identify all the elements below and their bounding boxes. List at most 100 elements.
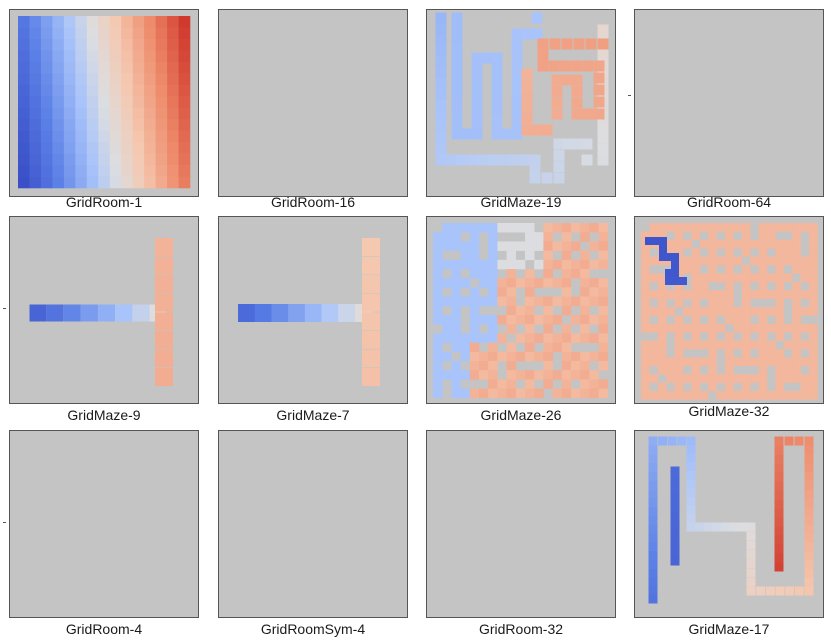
grid-cell <box>63 38 76 51</box>
path-cell <box>670 520 680 530</box>
path-cell <box>674 323 684 333</box>
path-cell <box>758 315 768 325</box>
grid-cell <box>86 84 99 97</box>
grid-cell <box>40 84 53 97</box>
path-cell <box>785 586 795 596</box>
path-cell <box>598 287 609 297</box>
path-cell <box>506 379 517 389</box>
path-cell <box>746 559 756 569</box>
path-cell <box>469 241 480 251</box>
path-cell <box>670 547 680 557</box>
grid-cell <box>167 96 179 109</box>
grid-cell <box>121 73 133 86</box>
grid-cell <box>109 165 122 177</box>
path-cell <box>725 290 734 299</box>
path-cell <box>460 241 471 251</box>
path-cell <box>561 324 572 334</box>
grid-cell <box>98 130 111 143</box>
path-cell <box>792 223 801 232</box>
path-cell <box>506 351 517 362</box>
path-cell <box>598 351 609 362</box>
path-cell <box>497 223 507 233</box>
path-cell <box>649 323 659 333</box>
path-cell <box>525 223 535 233</box>
path-cell <box>451 333 461 343</box>
path-cell <box>451 23 463 35</box>
path-cell <box>571 97 583 109</box>
grid-cell <box>86 38 99 51</box>
path-cell <box>597 38 609 50</box>
path-cell <box>561 241 572 251</box>
path-cell <box>445 154 457 166</box>
path-cell <box>479 296 489 307</box>
path-cell <box>488 269 498 279</box>
path-cell <box>543 379 553 389</box>
path-cell <box>657 340 667 350</box>
path-cell <box>597 78 609 90</box>
path-cell <box>767 290 776 299</box>
path-cell <box>552 259 563 270</box>
path-cell <box>741 323 751 333</box>
path-cell <box>497 388 507 399</box>
grid-cell <box>63 142 76 154</box>
path-cell <box>758 323 768 333</box>
path-cell <box>725 307 734 316</box>
path-cell <box>725 281 734 291</box>
path-cell <box>741 382 751 392</box>
path-cell <box>775 357 785 367</box>
path-cell <box>506 370 517 380</box>
path-cell <box>641 349 650 358</box>
path-cell <box>561 370 572 380</box>
path-cell <box>488 287 498 297</box>
grid-cell <box>29 73 42 86</box>
path-cell <box>451 96 463 108</box>
path-cell <box>543 278 553 288</box>
grid-cell <box>63 73 76 86</box>
path-cell <box>800 273 810 283</box>
path-cell <box>561 278 572 288</box>
path-cell <box>511 95 523 107</box>
path-cell <box>657 391 667 400</box>
path-cell <box>674 239 684 249</box>
grid-cell <box>40 107 53 120</box>
path-cell <box>488 361 498 371</box>
path-cell <box>497 259 507 270</box>
path-cell <box>666 248 675 257</box>
grid-cell <box>52 130 65 143</box>
grid-cell <box>18 61 30 74</box>
path-cell <box>783 223 793 232</box>
path-cell <box>435 45 447 57</box>
path-cell <box>553 172 565 184</box>
path-cell <box>580 287 590 297</box>
path-cell <box>593 60 605 72</box>
grid-cell <box>155 107 168 120</box>
path-cell <box>657 332 667 341</box>
grid-cell <box>52 165 65 177</box>
path-cell <box>792 298 801 308</box>
path-cell <box>580 223 590 233</box>
path-cell <box>659 245 667 253</box>
path-cell <box>666 374 675 383</box>
path-cell <box>648 594 658 604</box>
path-cell <box>800 374 810 383</box>
path-cell <box>506 361 517 371</box>
path-cell <box>774 436 784 446</box>
path-cell <box>488 333 498 343</box>
grid-cell <box>178 119 191 131</box>
path-cell <box>469 223 480 233</box>
path-cell <box>433 259 443 270</box>
path-cell <box>451 278 461 288</box>
path-cell <box>686 470 696 480</box>
path-cell <box>525 315 535 325</box>
path-cell <box>515 333 526 343</box>
path-cell <box>804 462 814 472</box>
heatmap-gridroom-32 <box>427 431 614 616</box>
path-cell <box>479 278 489 288</box>
path-cell <box>582 108 594 120</box>
axis-tick <box>3 308 6 309</box>
path-cell <box>649 391 659 400</box>
grid-cell <box>132 84 145 97</box>
path-cell <box>758 231 768 241</box>
grid-cell <box>178 84 191 97</box>
path-cell <box>666 323 675 333</box>
